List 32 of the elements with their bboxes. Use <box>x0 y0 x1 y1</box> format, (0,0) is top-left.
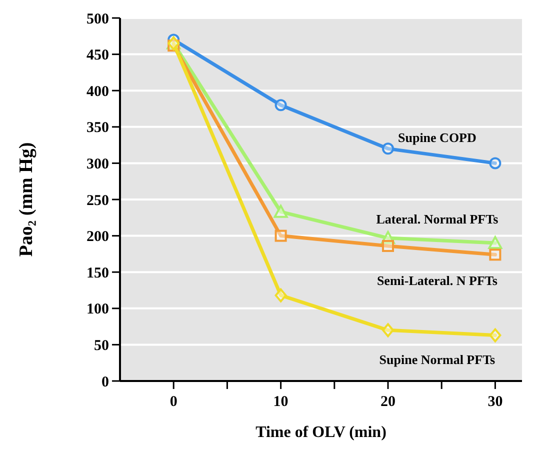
y-tick-label: 150 <box>86 265 109 282</box>
point <box>274 288 287 302</box>
y-axis-title: Pao₂ (mm Hg) <box>16 142 37 257</box>
y-tick-label: 450 <box>86 48 109 64</box>
y-tick-label: 500 <box>86 11 109 28</box>
x-axis-title: Time of OLV (min) <box>256 424 386 441</box>
y-tick-label: 100 <box>86 302 109 318</box>
series-label: Supine Normal PFTs <box>379 352 496 367</box>
series-label: Supine COPD <box>398 130 476 145</box>
point <box>382 323 394 338</box>
x-tick-label: 0 <box>170 394 178 410</box>
y-tick-label: 400 <box>86 84 109 100</box>
y-tick-label: 300 <box>86 156 109 172</box>
x-tick-label: 10 <box>273 394 288 410</box>
point <box>488 236 502 250</box>
y-tick-label: 200 <box>86 229 109 246</box>
point <box>274 99 287 112</box>
series-label: Semi-Lateral. N PFTs <box>376 273 498 288</box>
point <box>489 157 502 170</box>
point <box>382 240 394 252</box>
point <box>274 230 287 242</box>
x-tick-label: 20 <box>380 394 396 410</box>
x-tick-label: 30 <box>488 394 503 410</box>
y-tick-label: 250 <box>86 192 109 209</box>
point <box>489 248 502 261</box>
y-tick-label: 0 <box>102 374 109 390</box>
point <box>274 204 288 218</box>
point <box>382 142 394 155</box>
y-tick-label: 50 <box>94 338 109 354</box>
series-label: Lateral. Normal PFTs <box>376 212 498 227</box>
point <box>489 328 502 342</box>
y-tick-label: 350 <box>86 120 109 136</box>
